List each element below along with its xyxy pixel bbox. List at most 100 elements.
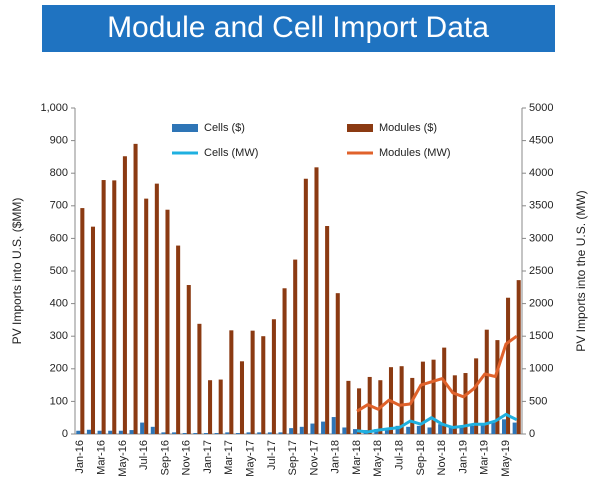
bar [271,319,276,434]
y2-tick-label: 500 [529,395,547,407]
bar [133,143,138,435]
bar [325,226,330,434]
y2-axis-title: PV Imports into the U.S. (MW) [574,190,588,351]
bar [448,425,453,434]
x-tick-label: Jan-19 [457,440,469,474]
y2-tick-label: 1000 [529,363,553,375]
bar [176,245,181,434]
bar [129,430,134,434]
bar [122,156,127,435]
bar [101,180,106,434]
bar [208,380,213,434]
y2-tick-label: 1500 [529,330,553,342]
bar [257,432,262,434]
y2-tick-label: 2000 [529,298,553,310]
bar [442,347,447,434]
bar [182,433,187,434]
y2-tick-label: 3500 [529,200,553,212]
bar [516,280,521,434]
bar [193,433,198,434]
bar [470,425,475,434]
x-tick-label: Sep-16 [159,440,171,475]
bar [97,430,102,434]
x-tick-label: Nov-16 [181,440,193,475]
y-tick-label: 500 [50,265,68,277]
bar [303,178,308,434]
bar [229,330,234,434]
bar [459,425,464,434]
bar [416,425,421,434]
bar [140,422,145,434]
bar [165,209,170,434]
y-axis-title: PV Imports into U.S. ($MM) [10,198,24,345]
bar [512,422,517,434]
x-tick-label: Sep-18 [415,440,427,475]
y-tick-label: 200 [50,363,68,375]
x-tick-label: Mar-17 [223,440,235,475]
bar [172,432,177,434]
bar [239,361,245,434]
x-tick-label: May-16 [117,440,129,477]
chart-title: Module and Cell Import Data [107,11,489,44]
bar [463,373,468,434]
y-tick-label: 400 [50,298,68,310]
bar [299,426,304,434]
bar [278,432,283,434]
title-banner [42,5,555,52]
legend-swatch [172,124,198,132]
y2-tick-label: 4500 [529,135,553,147]
bar [197,323,202,434]
legend-label: Modules ($) [379,122,437,134]
bar [331,417,336,434]
bar [501,419,507,434]
bar [80,208,85,434]
bar [452,375,457,434]
bar [342,427,347,434]
x-tick-label: Jul-18 [394,440,406,470]
bar [406,426,411,434]
bar [186,285,191,434]
legend-label: Cells (MW) [204,147,258,159]
y2-tick-label: 0 [529,428,535,440]
bar [399,366,404,434]
bar [203,433,209,434]
bar [491,422,496,434]
x-tick-label: Sep-17 [287,440,299,475]
bar [293,259,298,434]
bar [225,432,230,434]
x-tick-label: Jul-17 [266,440,278,470]
bar [395,425,400,434]
bar [261,336,266,434]
bar [495,340,500,434]
bar [410,377,415,434]
bar [484,329,489,434]
legend-label: Modules (MW) [379,147,451,159]
bar [90,226,96,434]
x-tick-label: Jan-18 [330,440,342,474]
bar [118,430,123,434]
x-tick-label: Nov-17 [308,440,320,475]
bar [154,183,159,434]
bar [314,167,319,434]
x-tick-label: Jul-16 [138,440,150,470]
bar [352,429,358,434]
x-tick-label: Jan-17 [202,440,214,474]
bar [310,423,315,434]
y-tick-label: 300 [50,330,68,342]
bar [112,180,117,434]
legend-swatch [347,124,373,132]
bar [506,297,511,434]
bar [321,421,326,434]
bar [431,359,436,434]
bar [246,432,251,434]
y-tick-label: 900 [50,135,68,147]
y2-tick-label: 3000 [529,232,553,244]
bar [438,424,443,434]
bar [161,432,166,434]
bar [214,433,219,434]
y-tick-label: 1,000 [40,102,68,114]
bar [474,358,479,434]
x-tick-label: Mar-18 [351,440,363,475]
bar [150,426,155,434]
bar [218,379,223,434]
